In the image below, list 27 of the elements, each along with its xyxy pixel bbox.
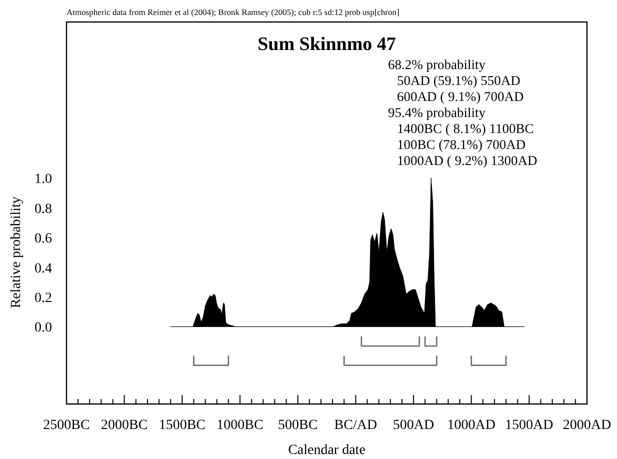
x-tick-label: 1500BC: [158, 418, 206, 433]
annotation: 95.4% probability: [388, 105, 486, 120]
y-tick-label: 0.6: [34, 232, 52, 247]
y-tick-label: 0.8: [34, 202, 52, 217]
x-tick-label: BC/AD: [334, 418, 378, 433]
annotation: 68.2% probability: [388, 57, 486, 72]
y-tick-label: 0.2: [34, 290, 52, 306]
y-tick-label: 0.4: [34, 261, 52, 276]
y-tick-label: 0.0: [34, 320, 52, 336]
x-tick-label: 1000BC: [216, 418, 264, 433]
annotation: 100BC (78.1%) 700AD: [397, 137, 526, 152]
x-tick-label: 2000AD: [562, 418, 612, 433]
annotation: 600AD ( 9.1%) 700AD: [397, 89, 524, 104]
x-tick-label: 1000AD: [447, 418, 496, 433]
x-axis-title: Calendar date: [288, 443, 366, 458]
y-tick-label: 1.0: [34, 172, 52, 188]
x-tick-label: 2500BC: [43, 418, 90, 433]
y-axis-title: Relative probability: [9, 196, 24, 308]
text: Atmospheric data from Reimer et al (2004); Bronk Ramsey (2005); cub r:5 sd:12 prob usp[chron]: [66, 7, 400, 17]
annotation: 1000AD ( 9.2%) 1300AD: [397, 153, 538, 168]
text: Sum Skinnmo 47: [258, 34, 396, 55]
x-tick-label: 500AD: [392, 418, 434, 433]
annotation: 50AD (59.1%) 550AD: [397, 73, 521, 88]
x-tick-label: 500BC: [278, 418, 318, 433]
x-tick-label: 1500AD: [505, 418, 554, 433]
annotation: 1400BC ( 8.1%) 1100BC: [397, 121, 534, 136]
x-tick-label: 2000BC: [100, 418, 148, 433]
